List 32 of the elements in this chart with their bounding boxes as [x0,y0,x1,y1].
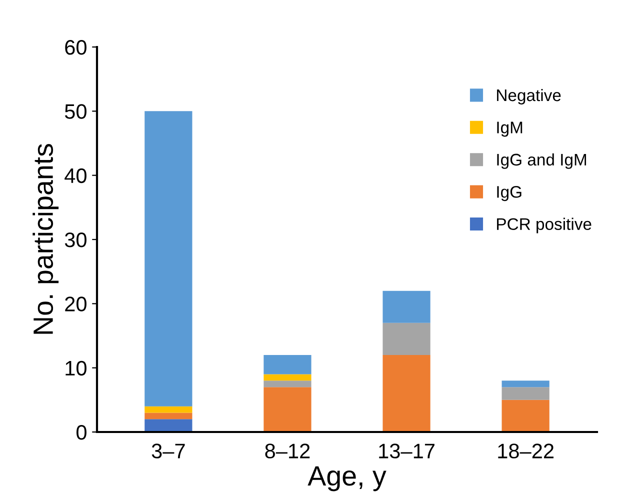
bar [264,387,312,432]
bar [382,322,430,355]
x-tick-label: 13–17 [379,444,434,458]
bar [144,419,192,432]
x-tick-label: 3–7 [152,444,185,458]
bar [382,290,430,323]
legend-label: IgM [497,122,522,137]
bar [264,374,312,381]
bar [502,380,550,388]
y-tick-label: 30 [64,232,86,248]
bar [144,412,192,420]
x-tick-label: 8–12 [265,444,310,458]
x-tick-label: 18–22 [498,444,554,458]
legend-label: PCR positive [497,218,592,234]
bar [264,380,312,388]
legend-label: IgG and IgM [497,153,586,169]
y-tick-label: 60 [65,40,86,55]
bar [502,387,550,400]
y-tick-label: 50 [64,104,86,119]
y-axis-title: No. participants [32,144,59,334]
bar [382,355,430,432]
y-tick-label: 40 [64,168,86,184]
bar [144,111,192,406]
x-axis-title: Age, y [308,466,386,492]
legend-label: IgG [497,186,522,202]
y-tick-label: 20 [65,296,86,312]
y-tick-label: 0 [76,425,86,440]
y-tick-label: 10 [66,360,86,376]
bar [264,355,312,374]
bar [144,406,192,413]
bar [502,400,550,432]
legend-label: Negative [497,88,561,104]
